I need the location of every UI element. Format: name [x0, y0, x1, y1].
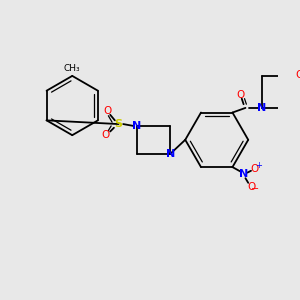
Text: N: N	[166, 149, 175, 159]
Text: +: +	[255, 161, 262, 170]
Text: −: −	[251, 184, 259, 194]
Text: O: O	[237, 90, 245, 100]
Text: O: O	[247, 182, 255, 193]
Text: N: N	[133, 121, 142, 131]
Text: O: O	[250, 164, 259, 174]
Text: O: O	[103, 106, 112, 116]
Text: S: S	[115, 119, 123, 129]
Text: O: O	[296, 70, 300, 80]
Text: O: O	[101, 130, 110, 140]
Text: CH₃: CH₃	[64, 64, 81, 73]
Text: N: N	[257, 103, 267, 113]
Text: N: N	[239, 169, 248, 179]
